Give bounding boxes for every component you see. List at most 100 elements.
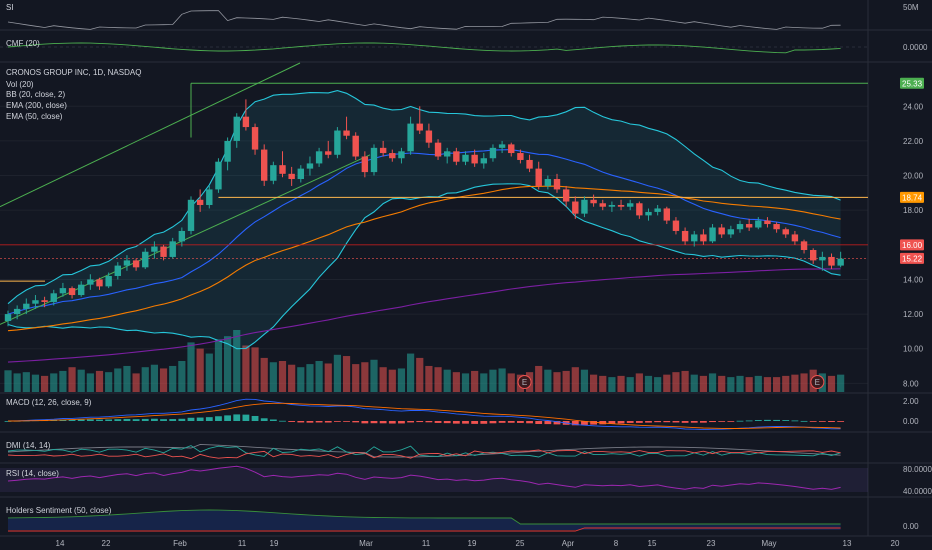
volume-bar: [114, 368, 122, 392]
rsi-tick-2: 40.0000: [903, 487, 932, 496]
legend-vol: Vol (20): [6, 80, 34, 89]
candle: [50, 289, 57, 306]
volume-bar: [443, 369, 451, 392]
price-tick: 18.00: [903, 206, 924, 215]
candle: [599, 199, 606, 211]
candle: [608, 201, 616, 212]
bollinger-basis: [7, 149, 841, 315]
candle: [617, 199, 625, 211]
macd-bar: [681, 421, 689, 423]
candle: [453, 147, 460, 166]
holders-red-line: [8, 527, 841, 532]
holders-tick: 0.00: [903, 522, 919, 531]
legend-bb: BB (20, close, 2): [6, 90, 65, 99]
macd-tick-2: 0.00: [903, 417, 919, 426]
macd-bar: [590, 421, 597, 425]
time-tick: 11: [238, 539, 247, 548]
volume-bar: [370, 359, 378, 392]
candle: [553, 173, 561, 193]
macd-bar: [791, 420, 799, 422]
price-tag: [900, 252, 924, 264]
candle: [87, 274, 94, 290]
rsi-pane: RSI (14, close) 80.0000 40.0000: [0, 465, 932, 496]
macd-bar: [215, 416, 222, 421]
candle: [306, 156, 314, 176]
candle: [581, 196, 588, 218]
volume-bar: [22, 372, 30, 392]
volume-bar: [269, 362, 277, 392]
volume-bar: [782, 375, 790, 392]
volume-bar: [452, 372, 460, 392]
main-title: CRONOS GROUP INC, 1D, NASDAQ: [6, 68, 141, 77]
volume-bar: [13, 373, 21, 392]
cmf-label: CMF (20): [6, 39, 40, 48]
macd-bar: [361, 421, 369, 424]
price-tag-label: 25.33: [902, 79, 923, 88]
macd-bar: [425, 421, 433, 423]
volume-bar: [407, 353, 415, 392]
macd-bar: [626, 421, 634, 423]
dmi-plus-line: [7, 445, 841, 458]
volume-bar: [672, 372, 680, 392]
volume-bar: [507, 373, 515, 392]
candle: [361, 151, 369, 178]
volume-bar: [141, 367, 149, 392]
macd-bar: [224, 415, 231, 421]
price-tag-label: 16.00: [902, 241, 923, 250]
volume-bar: [196, 348, 204, 392]
rsi-tick-1: 80.0000: [903, 465, 932, 474]
time-tick: 11: [422, 539, 431, 548]
macd-bar: [571, 421, 579, 426]
macd-bar: [114, 419, 122, 421]
price-tags: 25.33 18.74 16.00 15.22: [900, 77, 924, 264]
volume-bar: [571, 367, 579, 392]
volume-bar: [224, 336, 232, 392]
candle: [23, 298, 30, 315]
volume-bar: [278, 361, 287, 392]
volume-bar: [150, 364, 158, 392]
volume-bar: [352, 364, 360, 392]
volume-bar: [763, 377, 772, 392]
macd-bar: [764, 419, 771, 421]
macd-bar: [68, 419, 76, 421]
macd-bar: [315, 421, 323, 423]
price-tick: 12.00: [903, 310, 924, 319]
macd-bar: [690, 421, 698, 423]
candle: [498, 140, 506, 154]
volume-bar: [580, 369, 589, 392]
candle: [489, 144, 497, 162]
volume-bar: [489, 369, 497, 392]
candle: [279, 151, 286, 178]
volume-bar: [708, 373, 717, 392]
candle: [288, 166, 295, 186]
volume-bar: [324, 363, 332, 392]
macd-line: [7, 398, 841, 431]
macd-bar: [727, 421, 735, 422]
ema-50-line: [7, 185, 841, 332]
macd-bar: [86, 419, 94, 421]
macd-bar: [434, 421, 442, 423]
volume-bar: [288, 364, 296, 392]
candle: [59, 282, 67, 297]
candle: [96, 277, 103, 290]
macd-bar: [754, 420, 762, 421]
macd-bar: [306, 421, 314, 423]
macd-bar: [480, 421, 488, 424]
dmi-label: DMI (14, 14): [6, 441, 51, 450]
volume-bar: [86, 373, 94, 392]
macd-bar: [288, 421, 296, 422]
candle: [663, 206, 670, 225]
candle: [562, 185, 570, 207]
candle: [352, 132, 359, 160]
volume-bar: [59, 370, 67, 392]
macd-pane: MACD (12, 26, close, 9) 2.00 0.00: [4, 397, 919, 431]
macd-bar: [388, 421, 396, 424]
earnings-marker-label: E: [815, 378, 820, 387]
time-tick: Mar: [359, 539, 373, 548]
volume-bar: [397, 368, 406, 392]
macd-bar: [297, 421, 305, 423]
price-tick: 8.00: [903, 379, 919, 388]
candle: [590, 194, 597, 207]
